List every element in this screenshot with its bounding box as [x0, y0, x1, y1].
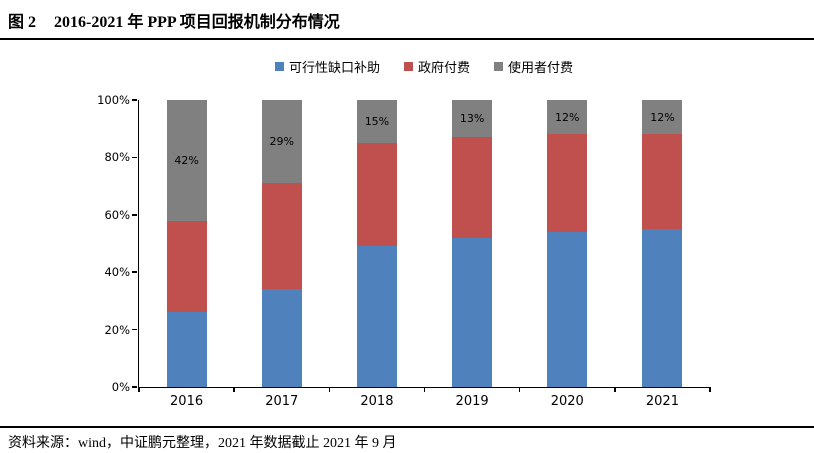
- bar-segment: [452, 137, 493, 238]
- bar-segment: [356, 143, 397, 247]
- bar-segment: [166, 220, 207, 313]
- bar-group-2019: 13% 2019: [425, 100, 520, 409]
- y-axis-tick-label: 100%: [97, 93, 130, 107]
- bars-layer: 42% 2016 29% 2017 15% 2018 13% 2019 12% 2020 12% 20…: [139, 100, 710, 409]
- y-axis-tick: [132, 99, 137, 101]
- bar-segment: [642, 229, 683, 387]
- bar-segment: [547, 232, 588, 387]
- bar-segment: 13%: [452, 100, 493, 138]
- x-axis-label: 2016: [170, 394, 204, 409]
- bar-segment: 15%: [356, 100, 397, 144]
- y-axis-tick-label: 80%: [104, 150, 130, 165]
- bar-group-2018: 15% 2018: [329, 100, 424, 409]
- legend-swatch-red: [403, 62, 413, 71]
- x-axis-tick: [233, 387, 235, 392]
- data-label: 29%: [269, 135, 294, 149]
- x-axis-label: 2017: [265, 394, 299, 409]
- stacked-bar-2018: 15%: [356, 100, 397, 387]
- bar-segment: [356, 246, 397, 387]
- y-axis-tick: [132, 156, 137, 159]
- stacked-bar-2016: 42%: [166, 100, 207, 387]
- legend-label: 使用者付费: [508, 61, 574, 76]
- bar-group-2021: 12% 2021: [615, 100, 710, 409]
- bar-group-2016: 42% 2016: [139, 100, 234, 409]
- x-axis-tick: [614, 387, 616, 392]
- header-divider: [0, 38, 814, 40]
- bar-segment: [166, 312, 207, 387]
- data-label: 12%: [555, 110, 580, 124]
- y-axis-tick: [132, 214, 137, 216]
- x-axis-tick: [138, 387, 140, 392]
- stacked-bar-2017: 29%: [261, 100, 302, 387]
- figure-header: 图 2 2016-2021 年 PPP 项目回报机制分布情况: [8, 8, 340, 32]
- y-axis-tick: [132, 386, 137, 388]
- source-note: 资料来源：wind，中证鹏元整理，2021 年数据截止 2021 年 9 月: [8, 436, 397, 451]
- bar-segment: [642, 134, 683, 230]
- y-axis-tick-label: 0%: [111, 380, 130, 394]
- data-label: 15%: [364, 115, 390, 129]
- y-axis-tick-label: 60%: [104, 207, 130, 222]
- legend-label: 政府付费: [417, 61, 470, 76]
- x-axis-label: 2020: [550, 394, 584, 409]
- chart-legend: 可行性缺口补助 政府付费 使用者付费: [138, 57, 710, 76]
- legend-item-user-pay: 使用者付费: [494, 57, 573, 76]
- legend-item-government-pay: 政府付费: [403, 57, 470, 76]
- x-axis-tick: [518, 387, 521, 392]
- y-axis-tick: [132, 328, 137, 331]
- x-axis-tick: [709, 387, 711, 392]
- stacked-bar-2020: 12%: [547, 100, 588, 387]
- plot-area: 0% 20% 40% 60% 80% 100% 42% 2016 29% 2017 15% 2018…: [97, 93, 711, 409]
- bar-segment: 12%: [547, 100, 588, 135]
- legend-swatch-gray: [494, 62, 503, 71]
- y-axis-tick-label: 40%: [104, 265, 130, 280]
- bar-segment: [261, 289, 302, 387]
- bar-group-2020: 12% 2020: [520, 100, 615, 409]
- data-label: 12%: [650, 110, 675, 124]
- stacked-bar-2019: 13%: [452, 100, 493, 387]
- bar-segment: 12%: [642, 100, 683, 135]
- data-label: 42%: [174, 153, 199, 167]
- bar-segment: [547, 134, 588, 233]
- bar-segment: [452, 237, 493, 387]
- x-axis-tick: [328, 387, 331, 392]
- legend-item-viability-gap-subsidy: 可行性缺口补助: [274, 57, 380, 76]
- x-axis-label: 2018: [360, 394, 394, 409]
- bar-segment: 42%: [166, 100, 207, 221]
- bar-group-2017: 29% 2017: [234, 100, 329, 409]
- y-axis-tick-label: 20%: [104, 322, 130, 337]
- data-label: 13%: [459, 112, 485, 126]
- footer-divider: [0, 426, 814, 428]
- y-axis-tick: [132, 271, 137, 273]
- bar-segment: 29%: [261, 100, 302, 184]
- page-title: 2016-2021 年 PPP 项目回报机制分布情况: [54, 14, 340, 31]
- legend-label: 可行性缺口补助: [288, 61, 380, 76]
- x-axis-tick: [423, 387, 426, 392]
- x-axis-label: 2019: [455, 394, 489, 409]
- x-axis-label: 2021: [645, 394, 679, 409]
- figure-label: 图 2: [8, 14, 37, 31]
- legend-swatch-blue: [274, 62, 284, 71]
- stacked-bar-2021: 12%: [642, 100, 683, 387]
- bar-segment: [261, 183, 302, 290]
